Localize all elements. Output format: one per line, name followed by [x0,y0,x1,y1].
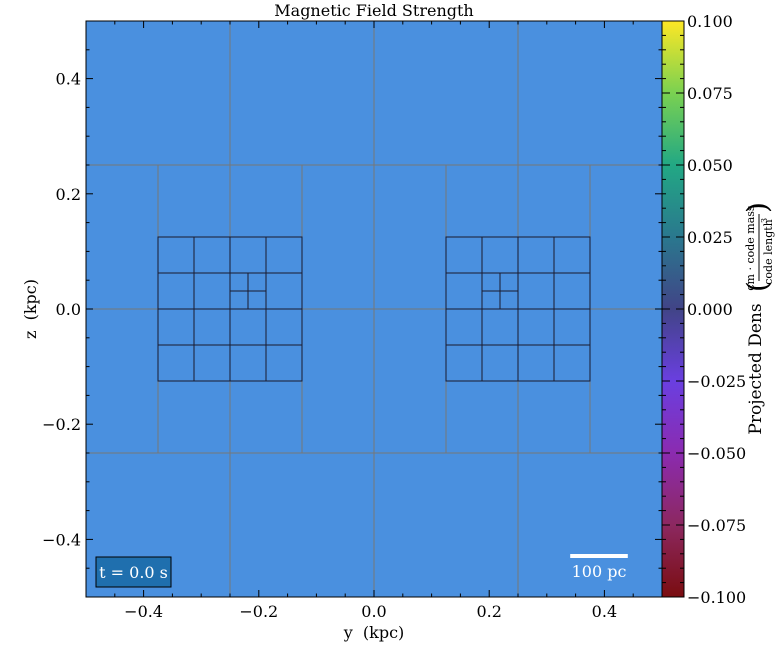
colorbar-tick-label: −0.075 [687,516,746,535]
colorbar-tick-label: 0.100 [687,12,733,31]
y-tick-label: −0.4 [42,530,81,549]
colorbar-tick-label: 0.000 [687,300,733,319]
x-tick-label: 0.4 [592,602,617,621]
colorbar-tick-label: −0.050 [687,444,746,463]
colorbar-unit-open-paren: ( [741,281,774,292]
colorbar-tick-label: −0.025 [687,372,746,391]
timestamp-box [95,556,172,588]
timestamp-annotation: t = 0.0 s [95,556,172,588]
scale-bar-line [570,554,628,558]
x-tick-labels: −0.4 −0.2 0.0 0.2 0.4 [124,602,617,621]
colorbar-unit-close-paren: ) [741,202,774,213]
x-tick-label: 0.0 [361,602,386,621]
colorbar-tick-label: 0.075 [687,84,733,103]
colorbar-label: Projected Dens ( cm · code mass code len… [741,202,775,435]
chart-title: Magnetic Field Strength [274,1,473,20]
x-axis-label: y (kpc) [343,623,405,642]
colorbar-label-text: Projected Dens [746,303,766,434]
colorbar-tick-label: −0.100 [687,588,746,607]
scale-bar: 100 pc [570,554,628,581]
y-tick-labels: −0.4 −0.2 0.0 0.2 0.4 [42,70,81,550]
y-tick-label: 0.4 [56,70,81,89]
colorbar-unit-denominator: code length [762,219,775,285]
colorbar-tick-label: 0.050 [687,156,733,175]
axis-ticks [85,20,663,598]
colorbar-unit-numerator: cm · code mass [744,205,757,291]
colorbar-ticks: 0.100 0.075 0.050 0.025 0.000 −0.025 −0.050 −0.… [662,12,746,607]
colorbar-tick-label: 0.025 [687,228,733,247]
y-tick-label: −0.2 [42,415,81,434]
y-tick-label: 0.0 [56,300,81,319]
colorbar-unit-power: 3 [760,218,769,223]
amr-grid [86,21,662,597]
y-axis-label: z (kpc) [21,279,40,339]
x-tick-label: −0.4 [124,602,163,621]
timestamp-text: t = 0.0 s [99,563,168,582]
x-tick-label: 0.2 [476,602,501,621]
x-tick-label: −0.2 [239,602,278,621]
y-tick-label: 0.2 [56,185,81,204]
scale-bar-label: 100 pc [572,562,627,581]
